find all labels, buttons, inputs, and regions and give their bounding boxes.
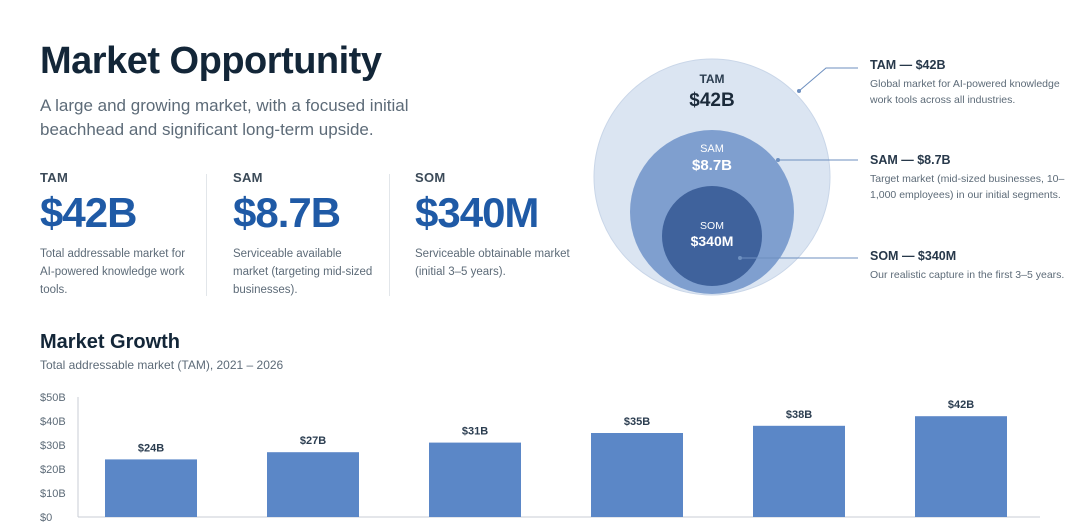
bar-2025 xyxy=(753,425,845,517)
som-circle xyxy=(662,186,762,286)
sam-callout-desc: Target market (mid-sized businesses, 10–… xyxy=(870,173,1065,201)
stat-som-desc: Serviceable obtainable market (initial 3… xyxy=(415,248,570,278)
page-title: Market Opportunity xyxy=(40,40,382,82)
market-size-diagram: TAM $42B SAM $8.7B SOM $340M xyxy=(593,58,858,296)
growth-subtitle: Total addressable market (TAM), 2021 – 2… xyxy=(40,358,284,372)
bar-2021 xyxy=(105,459,197,517)
stat-divider xyxy=(206,174,207,296)
som-callout-desc: Our realistic capture in the first 3–5 y… xyxy=(870,269,1065,281)
som-callout-heading: SOM — $340M xyxy=(870,249,957,263)
stat-tam: TAM $42B Total addressable market for AI… xyxy=(40,170,200,299)
som-leader-dot xyxy=(738,256,742,260)
growth-title: Market Growth xyxy=(40,331,181,353)
tam-circle-value: $42B xyxy=(689,90,734,111)
bar-data-label: $42B xyxy=(948,399,974,411)
stat-som: SOM $340M Serviceable obtainable market … xyxy=(415,170,575,281)
tam-leader-line xyxy=(798,67,858,92)
som-circle-value: $340M xyxy=(691,233,734,249)
sam-callout-heading: SAM — $8.7B xyxy=(870,153,951,167)
stat-tam-value: $42B xyxy=(40,189,137,236)
stat-divider xyxy=(389,174,390,296)
tam-callout-heading: TAM — $42B xyxy=(870,58,946,72)
tam-callout: TAM — $42B Global market for AI-powered … xyxy=(870,58,1070,108)
y-tick-label: $20B xyxy=(40,464,66,476)
bar-2024 xyxy=(591,433,683,517)
bar-2023 xyxy=(429,442,521,517)
y-tick-label: $0 xyxy=(40,512,52,524)
sam-circle-value: $8.7B xyxy=(692,157,732,174)
stat-sam-desc: Serviceable available market (targeting … xyxy=(233,248,373,296)
stat-sam: SAM $8.7B Serviceable available market (… xyxy=(233,170,373,299)
tam-callout-desc: Global market for AI-powered knowledge w… xyxy=(870,78,1060,106)
som-circle-label: SOM xyxy=(700,220,724,232)
bar-data-label: $38B xyxy=(786,409,812,421)
bar-2026 xyxy=(915,416,1007,517)
page-subtitle: A large and growing market, with a focus… xyxy=(40,96,409,139)
bar-data-label: $35B xyxy=(624,416,650,428)
stat-tam-label: TAM xyxy=(40,170,69,185)
som-callout: SOM — $340M Our realistic capture in the… xyxy=(870,249,1070,284)
y-tick-label: $30B xyxy=(40,440,66,452)
stat-som-value: $340M xyxy=(415,189,539,236)
bar-data-label: $27B xyxy=(300,435,326,447)
tam-circle-label: TAM xyxy=(699,72,724,86)
bar-series: $24B $27B $31B $35B $38B $42B xyxy=(105,399,1007,517)
bar-data-label: $31B xyxy=(462,426,488,438)
stat-tam-desc: Total addressable market for AI-powered … xyxy=(40,248,186,296)
y-tick-label: $40B xyxy=(40,416,66,428)
tam-leader-dot xyxy=(797,89,801,93)
y-tick-label: $10B xyxy=(40,488,66,500)
stat-sam-value: $8.7B xyxy=(233,189,341,236)
stat-sam-label: SAM xyxy=(233,170,263,185)
sam-leader-dot xyxy=(776,158,780,162)
sam-callout: SAM — $8.7B Target market (mid-sized bus… xyxy=(870,153,1070,203)
stat-som-label: SOM xyxy=(415,170,446,185)
growth-bar-chart: $0$10B$20B$30B$40B$50B $24B$27B$31B$35B$… xyxy=(40,392,1040,524)
bar-2022 xyxy=(267,452,359,517)
y-tick-label: $50B xyxy=(40,392,66,404)
bar-data-label: $24B xyxy=(138,442,164,454)
sam-circle-label: SAM xyxy=(700,143,724,155)
y-axis: $0 $10B $20B $30B $40B $50B xyxy=(40,392,1040,524)
